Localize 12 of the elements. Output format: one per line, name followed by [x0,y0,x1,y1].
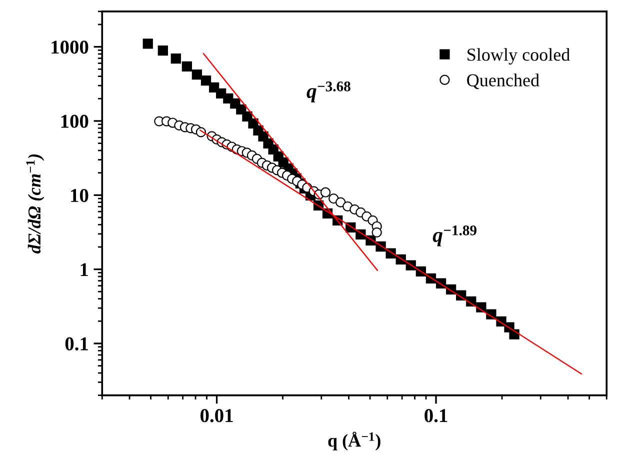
y-tick-label: 0.1 [65,337,88,350]
y-tick-label: 1 [80,263,88,276]
y-tick-label: 100 [61,114,88,128]
x-axis-title: q (Å$^{−1}$) [328,432,380,450]
legend-label: Slowly cooled [468,48,570,65]
annotation: q$^{−1.89}$ [432,225,476,246]
x-tick-label: 0.01 [200,409,233,422]
legend-label: Quenched [467,74,540,90]
y-tick-label: 10 [71,188,88,202]
y-axis-title: dΣ/dΩ (cm$^{−1}$) [26,154,44,254]
annotation: q$^{−3.68}$ [306,82,350,102]
y-tick-label: 1000 [52,40,88,54]
